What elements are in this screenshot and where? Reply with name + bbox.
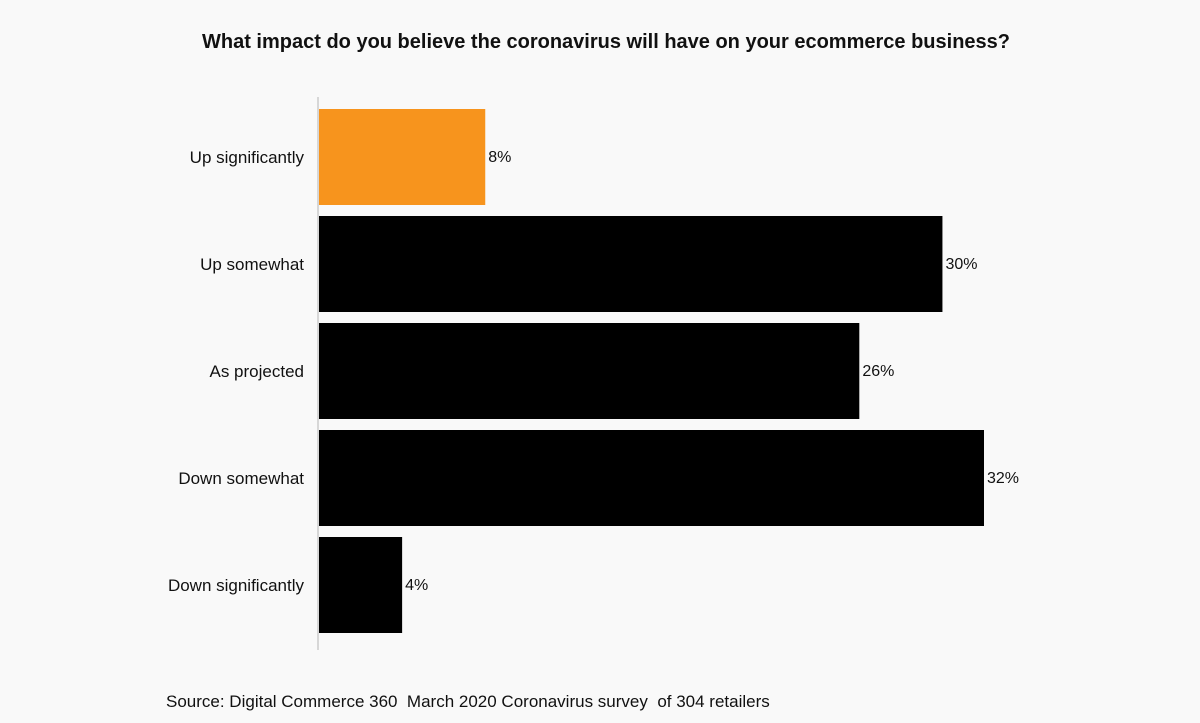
bar [319,109,486,205]
bar [319,323,860,419]
data-label: 8% [488,149,511,166]
data-label: 26% [862,363,894,380]
data-label: 4% [405,577,428,594]
category-label: Up significantly [190,148,305,167]
chart-title: What impact do you believe the coronavir… [202,31,1010,53]
bar [319,216,943,312]
category-label: Down somewhat [178,469,304,488]
category-label: Down significantly [168,576,305,595]
source-note: Source: Digital Commerce 360 March 2020 … [166,692,770,711]
data-label: 30% [945,256,977,273]
bar [319,537,403,633]
category-label: As projected [210,362,305,381]
category-label: Up somewhat [200,255,304,274]
bar [319,430,984,526]
data-label: 32% [987,470,1019,487]
